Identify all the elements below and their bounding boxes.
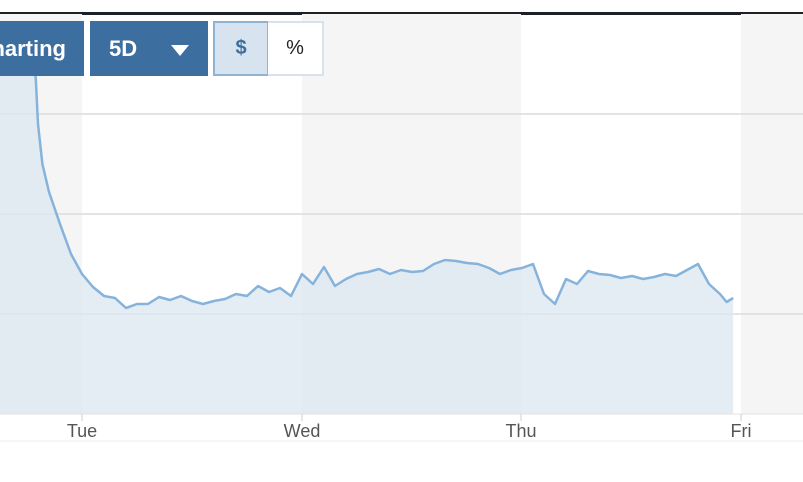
charting-button-label: harting	[0, 35, 66, 61]
chevron-down-icon	[171, 45, 189, 56]
percent-mode-label: %	[286, 37, 304, 59]
dollar-mode-label: $	[235, 37, 247, 59]
charting-button[interactable]: harting	[0, 21, 84, 76]
range-dropdown-label: 5D	[109, 35, 138, 61]
range-dropdown[interactable]: 5D	[90, 21, 208, 76]
dollar-mode-toggle[interactable]: $	[213, 21, 269, 76]
x-tick-label-fri: Fri	[731, 421, 752, 441]
x-tick-label-wed: Wed	[284, 421, 321, 441]
percent-mode-toggle[interactable]: %	[268, 21, 324, 76]
series-area	[0, 54, 734, 414]
x-tick-label-thu: Thu	[505, 421, 536, 441]
top-border	[0, 12, 803, 15]
x-tick-label-tue: Tue	[67, 421, 97, 441]
